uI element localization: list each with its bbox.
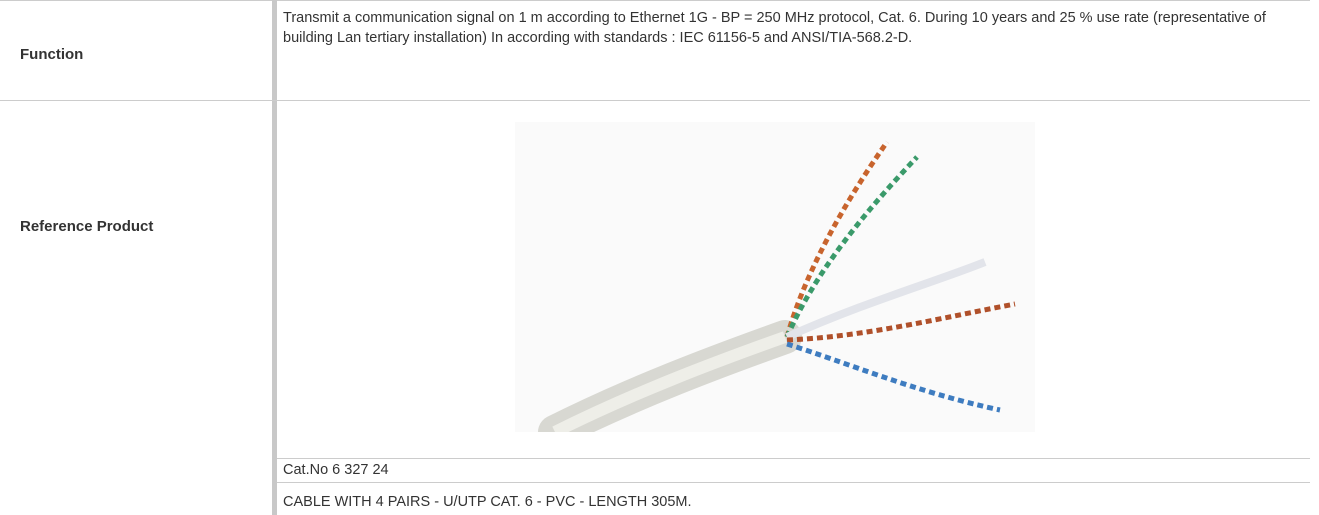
row-label: Reference Product xyxy=(20,218,154,235)
wire-green xyxy=(784,155,919,338)
separator xyxy=(785,258,987,341)
row-label: Function xyxy=(20,46,84,63)
row-border xyxy=(277,458,1310,459)
top-border xyxy=(0,0,1310,1)
wire-brown xyxy=(786,301,1016,343)
wire-blue xyxy=(786,341,1001,413)
cat-no: Cat.No 6 327 24 xyxy=(283,462,389,478)
row-border xyxy=(277,482,1310,483)
function-text: Transmit a communication signal on 1 m a… xyxy=(283,10,1266,46)
image-background xyxy=(515,122,1035,432)
cable-highlight xyxy=(552,331,788,432)
description: CABLE WITH 4 PAIRS - U/UTP CAT. 6 - PVC … xyxy=(283,494,692,510)
product-image xyxy=(515,122,1035,432)
column-divider xyxy=(272,0,277,515)
wire-orange xyxy=(784,140,890,338)
row-border xyxy=(0,100,1310,101)
